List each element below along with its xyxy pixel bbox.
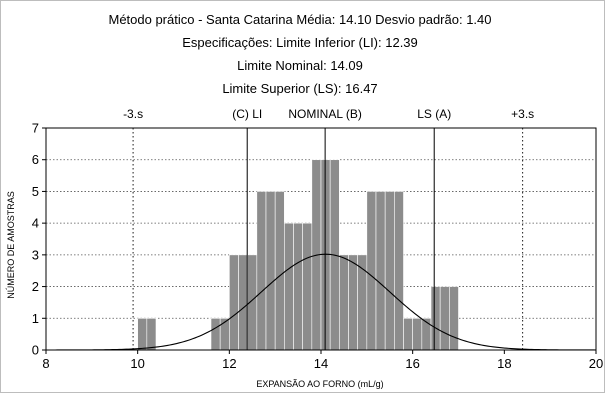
reference-label: +3.s bbox=[511, 107, 534, 121]
histogram-bar bbox=[430, 286, 441, 351]
histogram-bar bbox=[412, 317, 423, 351]
reference-label: NOMINAL (B) bbox=[288, 107, 362, 121]
histogram-bar bbox=[375, 191, 386, 351]
y-tick-label: 1 bbox=[32, 311, 39, 326]
histogram-bar bbox=[394, 191, 404, 351]
histogram-bar bbox=[348, 254, 358, 351]
title-line-3: Limite Nominal: 14.09 bbox=[237, 58, 363, 73]
x-tick-label: 14 bbox=[314, 356, 328, 371]
y-tick-label: 6 bbox=[32, 152, 39, 167]
reference-label: LS (A) bbox=[417, 107, 451, 121]
x-tick-label: 10 bbox=[130, 356, 144, 371]
histogram-bar bbox=[146, 317, 157, 351]
x-tick-label: 12 bbox=[222, 356, 236, 371]
x-tick-label: 18 bbox=[497, 356, 511, 371]
histogram-bar bbox=[384, 191, 395, 351]
x-axis-ticks: 8 10 12 14 16 18 20 bbox=[42, 350, 603, 371]
histogram-bar bbox=[210, 317, 221, 351]
x-tick-label: 20 bbox=[589, 356, 603, 371]
histogram-bar bbox=[274, 191, 285, 351]
y-tick-label: 0 bbox=[32, 343, 39, 358]
normal-curve bbox=[46, 253, 597, 351]
x-tick-label: 16 bbox=[405, 356, 419, 371]
title-block: Método prático - Santa Catarina Média: 1… bbox=[108, 12, 491, 96]
histogram-bar bbox=[293, 222, 303, 351]
histogram-bar bbox=[403, 317, 413, 351]
histogram-bar bbox=[229, 254, 239, 351]
y-tick-label: 2 bbox=[32, 279, 39, 294]
histogram-bar bbox=[366, 191, 377, 351]
histogram-bar bbox=[284, 222, 294, 351]
y-tick-label: 3 bbox=[32, 247, 39, 262]
title-line-2: Especificações: Limite Inferior (LI): 12… bbox=[182, 35, 418, 50]
histogram-bar bbox=[421, 317, 432, 351]
y-tick-label: 5 bbox=[32, 184, 39, 199]
histogram-bar bbox=[256, 191, 267, 351]
histogram-bar bbox=[238, 254, 248, 351]
y-axis-ticks: 0 1 2 3 4 5 6 7 bbox=[32, 121, 46, 358]
reference-lines bbox=[132, 128, 524, 350]
y-axis-label: NÚMERO DE AMOSTRAS bbox=[6, 191, 16, 299]
y-tick-label: 7 bbox=[32, 121, 39, 136]
title-line-4: Limite Superior (LS): 16.47 bbox=[222, 81, 377, 96]
histogram-bar bbox=[219, 317, 230, 351]
title-line-1: Método prático - Santa Catarina Média: 1… bbox=[108, 12, 491, 27]
y-tick-label: 4 bbox=[32, 216, 39, 231]
histogram-bar bbox=[439, 286, 450, 351]
reference-label: -3.s bbox=[123, 107, 143, 121]
histogram-bar bbox=[302, 222, 313, 351]
x-axis-label: EXPANSÃO AO FORNO (mL/g) bbox=[256, 379, 383, 389]
histogram-bar bbox=[265, 191, 276, 351]
histogram-bar bbox=[449, 286, 459, 351]
histogram-bar bbox=[137, 317, 148, 351]
histogram-bar bbox=[339, 254, 349, 351]
x-tick-label: 8 bbox=[42, 356, 49, 371]
reference-label: (C) LI bbox=[232, 107, 262, 121]
reference-labels: -3.s (C) LI NOMINAL (B) LS (A) +3.s bbox=[123, 107, 534, 121]
